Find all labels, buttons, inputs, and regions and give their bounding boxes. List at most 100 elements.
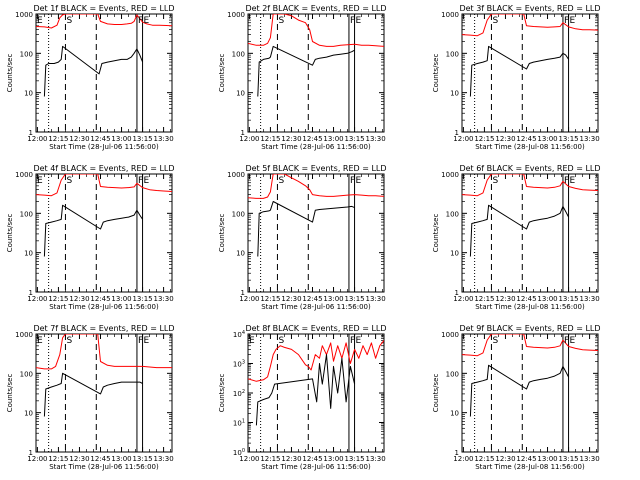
chart-9f-y-tick-label: 10 (450, 410, 459, 418)
chart-9f-marker-f: F (564, 336, 569, 346)
chart-7f-x-tick-label: 13:00 (111, 455, 131, 463)
chart-3f-y-tick-label: 1000 (441, 11, 459, 19)
chart-4f-series-group (36, 174, 172, 257)
chart-2f-series-events (257, 45, 355, 97)
chart-9f-marker-e: E (570, 336, 576, 346)
chart-6f-series-events (469, 204, 570, 257)
chart-6f-marker-s: S (492, 176, 498, 186)
chart-4f-x-tick-label: 12:30 (69, 295, 89, 303)
chart-3f-x-tick-label: 12:45 (516, 135, 536, 143)
chart-7f-marker-e: E (144, 336, 150, 346)
chart-7f-series-events (43, 372, 143, 417)
chart-7f: Det 7f BLACK = Events, RED = LLD 1 10 100 10… (6, 324, 175, 471)
chart-4f-y-tick-label: 100 (20, 210, 33, 218)
chart-6f-marker-e: E (570, 176, 576, 186)
chart-4f-x-tick-label: 12:00 (27, 295, 47, 303)
chart-6f-x-tick-label: 13:30 (579, 295, 599, 303)
chart-3f-y-axis-label: Counts/sec (432, 54, 440, 93)
chart-3f-y-tick-label: 1 (455, 129, 459, 137)
chart-1f-series-events (43, 45, 144, 97)
chart-5f-y-tick-label: 1 (241, 289, 245, 297)
chart-7f-x-tick-label: 12:30 (69, 455, 89, 463)
chart-9f-x-axis-label: Start Time (28-Jul-08 11:56:00) (475, 463, 585, 471)
chart-6f-marker-f: F (564, 176, 569, 186)
chart-7f-marker-s: S (66, 336, 72, 346)
chart-4f-y-tick-label: 10 (24, 250, 33, 258)
chart-8f: Det 8f BLACK = Events, RED = LLD 100 101 10… (218, 324, 387, 471)
chart-4f-x-tick-label: 13:15 (132, 295, 152, 303)
chart-1f-y-tick-label: 10 (24, 90, 33, 98)
chart-8f-x-tick-label: 12:45 (302, 455, 322, 463)
chart-8f-y-tick-label: 100 (233, 448, 245, 457)
chart-1f-y-tick-label: 1000 (15, 11, 33, 19)
chart-6f-title: Det 6f BLACK = Events, RED = LLD (459, 164, 600, 173)
chart-5f-x-tick-label: 12:30 (281, 295, 301, 303)
chart-2f-x-tick-label: 13:00 (323, 135, 343, 143)
chart-8f-y-tick-label: 102 (233, 389, 245, 398)
chart-8f-plot-frame (247, 333, 385, 453)
chart-9f-x-tick-label: 13:00 (537, 455, 557, 463)
chart-1f-x-tick-label: 13:15 (132, 135, 152, 143)
chart-5f-x-tick-label: 13:00 (323, 295, 343, 303)
chart-2f-title: Det 2f BLACK = Events, RED = LLD (245, 4, 386, 13)
chart-4f-marker-e: E (37, 176, 43, 186)
chart-5f-y-tick-label: 100 (232, 210, 245, 218)
chart-7f-x-tick-label: 12:15 (48, 455, 68, 463)
chart-8f-x-tick-label: 12:30 (281, 455, 301, 463)
chart-6f-y-axis-label: Counts/sec (432, 214, 440, 253)
chart-9f-y-tick-label: 1000 (441, 331, 459, 339)
chart-1f-series-group (36, 14, 172, 97)
chart-9f-plot-frame (461, 333, 599, 453)
chart-7f-series-lld (36, 334, 172, 370)
chart-2f-series-group (248, 14, 384, 97)
chart-6f-x-tick-label: 13:00 (537, 295, 557, 303)
chart-9f-x-tick-label: 13:15 (558, 455, 578, 463)
chart-8f-x-tick-label: 13:30 (365, 455, 385, 463)
chart-3f-series-events (469, 45, 570, 97)
chart-9f: Det 9f BLACK = Events, RED = LLD 1 10 100 10… (432, 324, 601, 471)
chart-4f-series-lld (36, 174, 172, 197)
chart-8f-marker-e: E (356, 336, 362, 346)
chart-5f-title: Det 5f BLACK = Events, RED = LLD (245, 164, 386, 173)
chart-2f-x-tick-label: 12:30 (281, 135, 301, 143)
chart-5f-x-axis-label: Start Time (28-Jul-06 11:56:00) (261, 303, 371, 311)
chart-7f-plot-frame (35, 333, 173, 453)
chart-6f-y-tick-label: 1000 (441, 171, 459, 179)
chart-9f-x-tick-label: 12:15 (474, 455, 494, 463)
chart-7f-marker-f: F (138, 336, 143, 346)
chart-2f-y-tick-label: 1000 (227, 11, 245, 19)
chart-2f-plot-frame (247, 13, 385, 133)
chart-2f-y-tick-label: 1 (241, 129, 245, 137)
chart-8f-y-axis-label: Counts/sec (218, 374, 226, 413)
chart-1f: Det 1f BLACK = Events, RED = LLD 1 10 100 10… (6, 4, 175, 151)
chart-4f-x-tick-label: 12:15 (48, 295, 68, 303)
chart-2f-x-axis-label: Start Time (28-Jul-06 11:56:00) (261, 143, 371, 151)
chart-2f-x-tick-label: 12:00 (239, 135, 259, 143)
chart-9f-series-lld (462, 334, 598, 357)
chart-3f-marker-f: F (564, 16, 569, 26)
chart-9f-y-tick-label: 1 (455, 449, 459, 457)
chart-6f-y-tick-label: 10 (450, 250, 459, 258)
chart-9f-x-tick-label: 12:00 (453, 455, 473, 463)
chart-8f-y-tick-label: 104 (233, 330, 245, 339)
chart-5f-marker-f: F (350, 176, 355, 186)
chart-3f-y-tick-label: 100 (446, 50, 459, 58)
chart-3f-marker-e: E (570, 16, 576, 26)
chart-8f-x-axis-label: Start Time (28-Jul-06 11:56:00) (261, 463, 371, 471)
chart-8f-x-tick-label: 13:15 (344, 455, 364, 463)
chart-3f-marker-s: S (492, 16, 498, 26)
chart-4f-marker-s: S (66, 176, 72, 186)
chart-3f-series-group (462, 14, 598, 97)
chart-7f-x-axis-label: Start Time (28-Jul-06 11:56:00) (49, 463, 159, 471)
chart-7f-y-tick-label: 100 (20, 370, 33, 378)
chart-2f: Det 2f BLACK = Events, RED = LLD 1 10 100 10… (218, 4, 387, 151)
chart-1f-x-tick-label: 12:30 (69, 135, 89, 143)
chart-1f-title: Det 1f BLACK = Events, RED = LLD (33, 4, 174, 13)
chart-8f-y-tick-label: 103 (233, 360, 245, 369)
chart-1f-x-axis-label: Start Time (28-Jul-06 11:56:00) (49, 143, 159, 151)
chart-2f-y-axis-label: Counts/sec (218, 54, 226, 93)
chart-6f-x-tick-label: 12:15 (474, 295, 494, 303)
chart-1f-series-lld (36, 14, 172, 29)
chart-4f-marker-e: E (144, 176, 150, 186)
